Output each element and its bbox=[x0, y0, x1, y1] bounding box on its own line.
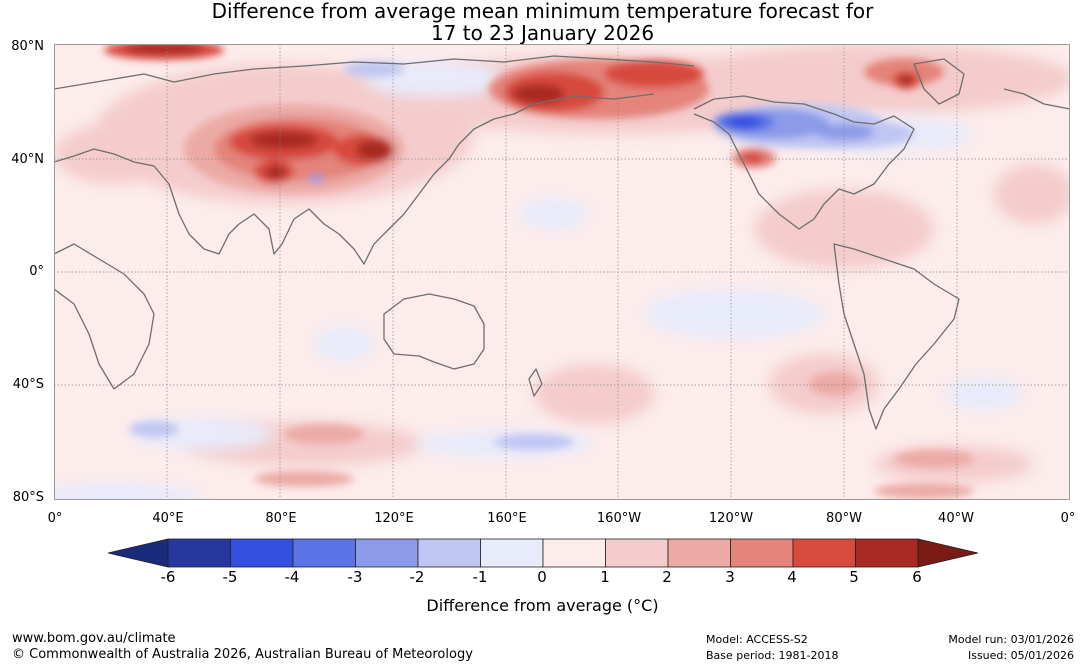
footer-model: Model: ACCESS-S2 bbox=[706, 633, 808, 646]
footer-copyright: © Commonwealth of Australia 2026, Austra… bbox=[12, 647, 473, 662]
colorbar-over-arrow bbox=[917, 538, 978, 568]
colorbar-tick-neg1: -1 bbox=[472, 568, 488, 586]
colorbar-tick-4: 4 bbox=[787, 568, 797, 586]
colorbar-cell bbox=[355, 538, 419, 568]
colorbar-cell bbox=[417, 538, 481, 568]
lon-label-160w: 160°W bbox=[596, 511, 642, 526]
colorbar-under-arrow bbox=[108, 538, 169, 568]
colorbar-tick-6: 6 bbox=[912, 568, 922, 586]
colorbar-tick-0: 0 bbox=[537, 568, 547, 586]
colorbar-cell bbox=[230, 538, 294, 568]
map-title-line1: Difference from average mean minimum tem… bbox=[211, 0, 874, 23]
colorbar-cell bbox=[730, 538, 794, 568]
colorbar-tick-5: 5 bbox=[849, 568, 859, 586]
asia-warm-anomaly bbox=[184, 104, 404, 194]
lon-label-120e: 120°E bbox=[374, 511, 414, 526]
north-america-anomaly bbox=[714, 104, 884, 168]
colorbar-cell bbox=[792, 538, 856, 568]
coastlines bbox=[54, 55, 1070, 430]
lat-label-40s: 40°S bbox=[12, 377, 44, 392]
lon-label-120w: 120°W bbox=[708, 511, 754, 526]
colorbar bbox=[108, 538, 978, 568]
colorbar-tick-neg6: -6 bbox=[160, 568, 176, 586]
colorbar-tick-neg2: -2 bbox=[409, 568, 425, 586]
colorbar-tick-1: 1 bbox=[600, 568, 610, 586]
lon-label-80w: 80°W bbox=[826, 511, 862, 526]
lat-label-40n: 40°N bbox=[11, 152, 44, 167]
colorbar-cell bbox=[855, 538, 919, 568]
colorbar-cell bbox=[480, 538, 544, 568]
lon-label-80e: 80°E bbox=[265, 511, 297, 526]
lon-label-0: 0° bbox=[47, 511, 63, 526]
lat-label-80n: 80°N bbox=[11, 39, 44, 54]
colorbar-cell bbox=[167, 538, 231, 568]
footer-base-period: Base period: 1981-2018 bbox=[706, 649, 839, 662]
lat-label-0: 0° bbox=[29, 264, 44, 279]
lat-label-80s: 80°S bbox=[12, 490, 44, 505]
footer-model-run: Model run: 03/01/2026 bbox=[948, 633, 1074, 646]
colorbar-cell bbox=[542, 538, 606, 568]
lon-label-40e: 40°E bbox=[152, 511, 184, 526]
colorbar-cell bbox=[605, 538, 669, 568]
colorbar-cells bbox=[167, 538, 919, 568]
lon-label-0-right: 0° bbox=[1060, 511, 1076, 526]
colorbar-tick-neg5: -5 bbox=[222, 568, 238, 586]
colorbar-tick-3: 3 bbox=[725, 568, 735, 586]
lon-label-160e: 160°E bbox=[487, 511, 527, 526]
colorbar-tick-2: 2 bbox=[662, 568, 672, 586]
anomaly-map bbox=[54, 44, 1070, 500]
footer-website[interactable]: www.bom.gov.au/climate bbox=[12, 631, 176, 646]
graticule bbox=[54, 44, 1070, 500]
colorbar-cell bbox=[292, 538, 356, 568]
map-frame bbox=[54, 44, 1070, 500]
colorbar-tick-neg3: -3 bbox=[347, 568, 363, 586]
siberia-warm-anomaly bbox=[104, 44, 944, 119]
lon-label-40w: 40°W bbox=[938, 511, 974, 526]
map-title-line2: 17 to 23 January 2026 bbox=[430, 21, 655, 45]
colorbar-tick-neg4: -4 bbox=[284, 568, 300, 586]
colorbar-cell bbox=[667, 538, 731, 568]
footer-issued: Issued: 05/01/2026 bbox=[967, 649, 1074, 662]
colorbar-label: Difference from average (°C) bbox=[426, 596, 659, 615]
